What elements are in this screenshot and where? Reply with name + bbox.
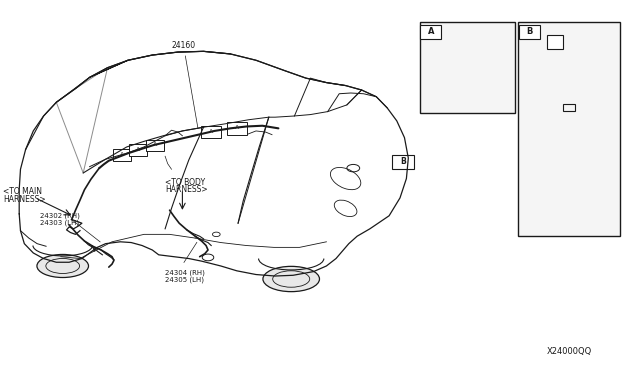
Text: HARNESS>: HARNESS> <box>3 195 46 203</box>
Text: 24302 (RH): 24302 (RH) <box>40 212 79 219</box>
Bar <box>547 35 563 49</box>
Ellipse shape <box>263 266 319 292</box>
Text: 24049D: 24049D <box>560 92 590 101</box>
Text: <TO BODY: <TO BODY <box>165 178 205 187</box>
Text: A: A <box>136 147 140 152</box>
FancyBboxPatch shape <box>392 155 414 169</box>
Text: 24303 (LH): 24303 (LH) <box>40 220 79 227</box>
Text: CLIP: CLIP <box>442 100 458 109</box>
Text: 24160: 24160 <box>172 41 198 128</box>
Text: A: A <box>153 142 157 147</box>
Bar <box>518 22 620 236</box>
Text: <TO MAIN: <TO MAIN <box>3 187 42 196</box>
Text: 24054G: 24054G <box>531 153 561 161</box>
FancyBboxPatch shape <box>113 149 131 161</box>
Text: EARTH: EARTH <box>524 119 547 125</box>
FancyBboxPatch shape <box>146 140 164 151</box>
FancyBboxPatch shape <box>519 25 540 39</box>
Text: A: A <box>120 151 124 157</box>
Text: A: A <box>428 27 434 36</box>
FancyBboxPatch shape <box>420 25 441 39</box>
FancyBboxPatch shape <box>201 126 221 138</box>
Text: 24055E: 24055E <box>445 29 474 38</box>
Text: 24058: 24058 <box>531 55 556 64</box>
Text: X24000QQ: X24000QQ <box>547 347 593 356</box>
Bar <box>420 22 515 113</box>
Text: COVER-HOLE: COVER-HOLE <box>531 194 576 200</box>
Text: B: B <box>526 27 532 36</box>
FancyBboxPatch shape <box>227 122 247 135</box>
FancyBboxPatch shape <box>129 144 147 156</box>
Text: 24305 (LH): 24305 (LH) <box>165 276 204 283</box>
Bar <box>563 104 575 111</box>
Text: B: B <box>401 157 406 166</box>
Text: 24304 (RH): 24304 (RH) <box>165 269 205 276</box>
Text: A: A <box>209 129 213 134</box>
Text: HARNESS>: HARNESS> <box>165 185 208 194</box>
Ellipse shape <box>37 254 88 278</box>
Text: A: A <box>235 125 239 131</box>
Text: HARN-DEFOGGER: HARN-DEFOGGER <box>524 112 585 118</box>
